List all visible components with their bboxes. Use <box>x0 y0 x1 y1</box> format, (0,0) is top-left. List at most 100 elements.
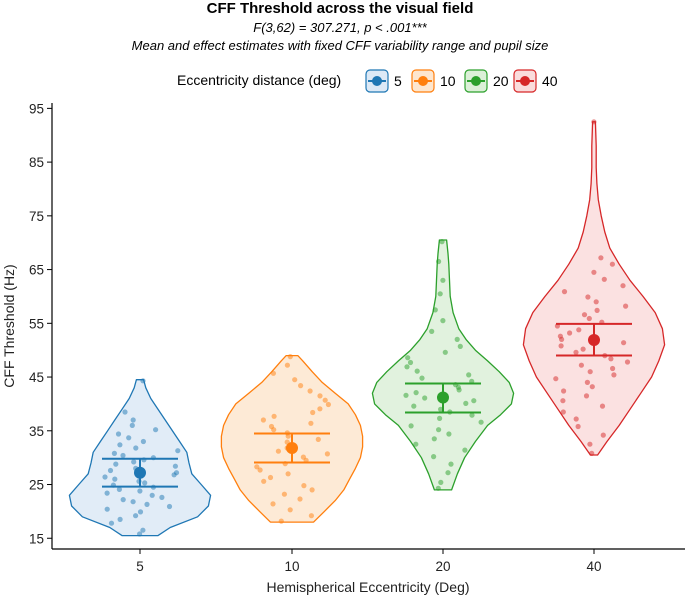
data-point <box>142 480 148 486</box>
data-point <box>583 393 590 399</box>
data-point <box>438 479 444 485</box>
data-point <box>107 467 114 474</box>
data-point <box>561 388 567 394</box>
data-point <box>122 409 128 415</box>
data-point <box>624 359 631 365</box>
data-point <box>298 383 304 389</box>
data-point <box>414 368 420 374</box>
x-tick-label: 5 <box>136 559 144 574</box>
y-tick-label: 15 <box>29 531 44 546</box>
legend-item-40: 40 <box>513 69 558 93</box>
mean-point <box>134 466 146 479</box>
data-point <box>322 397 328 403</box>
data-point <box>159 494 165 500</box>
data-point <box>422 395 428 401</box>
data-point <box>117 516 123 523</box>
data-point <box>133 445 139 451</box>
data-point <box>560 409 566 415</box>
data-point <box>104 506 110 512</box>
data-point <box>308 420 314 426</box>
data-point <box>600 432 606 438</box>
data-point <box>405 355 411 361</box>
data-point <box>586 315 592 322</box>
data-point <box>560 398 566 404</box>
data-point <box>573 349 579 355</box>
data-point <box>108 520 115 526</box>
data-point <box>611 372 617 378</box>
data-point <box>448 461 454 467</box>
data-point <box>593 299 599 305</box>
data-point <box>432 307 438 313</box>
data-point <box>575 423 581 430</box>
data-point <box>587 369 593 375</box>
data-point <box>413 441 419 447</box>
data-point <box>268 423 275 430</box>
data-point <box>175 448 181 454</box>
data-point <box>300 454 306 460</box>
data-point <box>254 464 260 470</box>
data-point <box>285 471 291 477</box>
data-point <box>140 378 146 384</box>
data-point <box>116 486 122 492</box>
data-point <box>404 364 410 370</box>
data-point <box>172 463 178 469</box>
data-point <box>438 406 444 412</box>
data-point <box>435 485 441 491</box>
data-point <box>413 390 419 396</box>
data-point <box>131 459 137 465</box>
data-point <box>317 406 323 412</box>
data-point <box>567 330 573 336</box>
data-point <box>610 365 616 372</box>
data-point <box>308 513 314 519</box>
y-tick-label: 75 <box>29 209 44 224</box>
data-point <box>275 448 281 454</box>
data-point <box>580 346 586 352</box>
data-point <box>561 289 568 295</box>
data-point <box>257 467 263 473</box>
data-point <box>297 496 303 502</box>
data-point <box>287 354 293 360</box>
legend-key-dot <box>372 76 382 86</box>
data-point <box>440 318 446 324</box>
legend-key-dot <box>418 76 428 86</box>
data-point <box>281 491 287 497</box>
legend-item-5: 5 <box>365 69 402 93</box>
data-point <box>260 417 266 423</box>
data-point <box>598 255 604 261</box>
data-point <box>589 450 595 456</box>
data-point <box>137 509 144 515</box>
data-point <box>599 403 606 409</box>
data-point <box>431 454 437 460</box>
data-point <box>408 423 414 429</box>
data-point <box>440 277 446 283</box>
data-point <box>137 488 143 494</box>
legend-item-20: 20 <box>464 69 509 93</box>
data-point <box>317 393 323 399</box>
violin-40 <box>522 121 666 456</box>
data-point <box>173 470 180 476</box>
data-point <box>270 370 276 376</box>
data-point <box>576 327 582 333</box>
data-point <box>581 312 588 318</box>
data-point <box>436 258 442 265</box>
data-point <box>270 501 276 507</box>
legend-key-dot <box>520 76 530 86</box>
legend-label: 5 <box>394 73 402 89</box>
data-point <box>130 417 136 423</box>
y-axis-label: CFF Threshold (Hz) <box>1 264 17 387</box>
data-point <box>429 328 435 334</box>
legend-item-10: 10 <box>411 69 456 93</box>
legend: Eccentricity distance (deg) 5 10 20 40 <box>177 69 558 93</box>
legend-label: 10 <box>440 73 456 89</box>
data-point <box>437 291 443 297</box>
y-tick-label: 45 <box>29 370 44 385</box>
data-point <box>591 119 597 125</box>
chart-subtitle-stats: F(3,62) = 307.271, p < .001*** <box>253 20 427 35</box>
data-point <box>466 372 472 378</box>
x-axis-label: Hemispherical Eccentricity (Deg) <box>266 579 469 595</box>
data-point <box>126 435 132 441</box>
data-point <box>463 400 469 406</box>
data-point <box>325 401 331 408</box>
series-40 <box>522 119 666 456</box>
